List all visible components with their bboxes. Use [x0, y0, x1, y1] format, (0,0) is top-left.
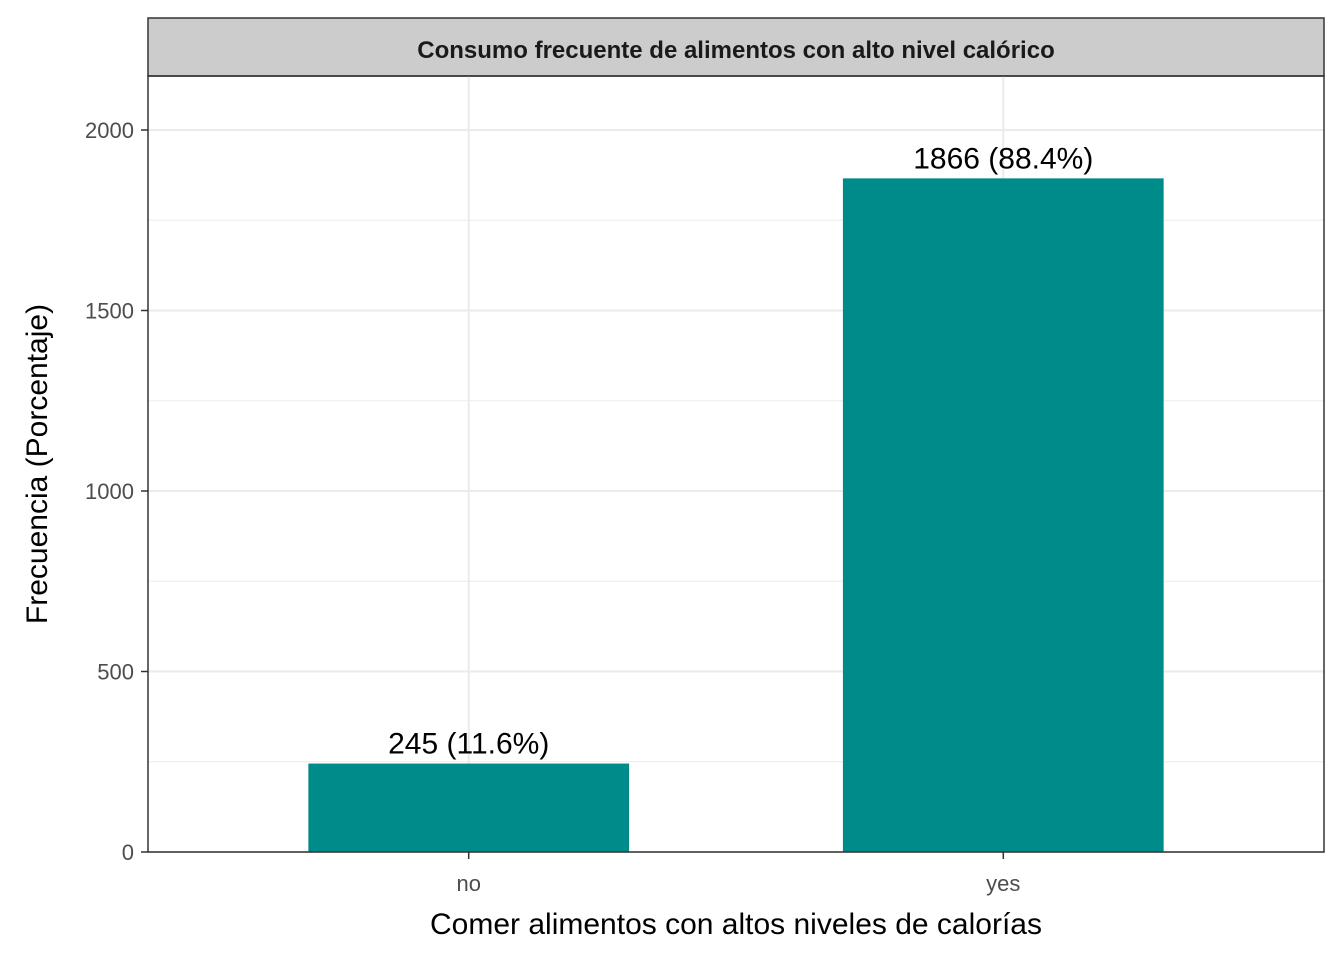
bar-yes — [842, 178, 1164, 852]
data-label: 245 (11.6%) — [388, 728, 549, 761]
y-tick-label: 500 — [97, 660, 134, 685]
x-axis-title: Comer alimentos con altos niveles de cal… — [430, 908, 1042, 941]
y-tick-label: 1500 — [85, 299, 134, 324]
x-tick-label: yes — [986, 871, 1020, 896]
chart-title: Consumo frecuente de alimentos con alto … — [417, 37, 1054, 64]
y-axis-title: Frecuencia (Porcentaje) — [21, 304, 54, 624]
plot-panel — [147, 75, 1325, 853]
bar-no — [308, 763, 630, 852]
data-label: 1866 (88.4%) — [913, 142, 1093, 175]
facet-strip — [147, 17, 1325, 77]
x-tick-label: no — [456, 871, 480, 896]
y-tick-label: 0 — [122, 840, 134, 865]
y-tick-label: 2000 — [85, 118, 134, 143]
x-axis-ticks: no yes — [456, 852, 1020, 896]
y-axis-ticks: 0 500 1000 1500 2000 — [85, 118, 148, 865]
bars — [308, 178, 1164, 852]
y-tick-label: 1000 — [85, 479, 134, 504]
data-labels: 245 (11.6%) 1866 (88.4%) — [388, 142, 1093, 760]
